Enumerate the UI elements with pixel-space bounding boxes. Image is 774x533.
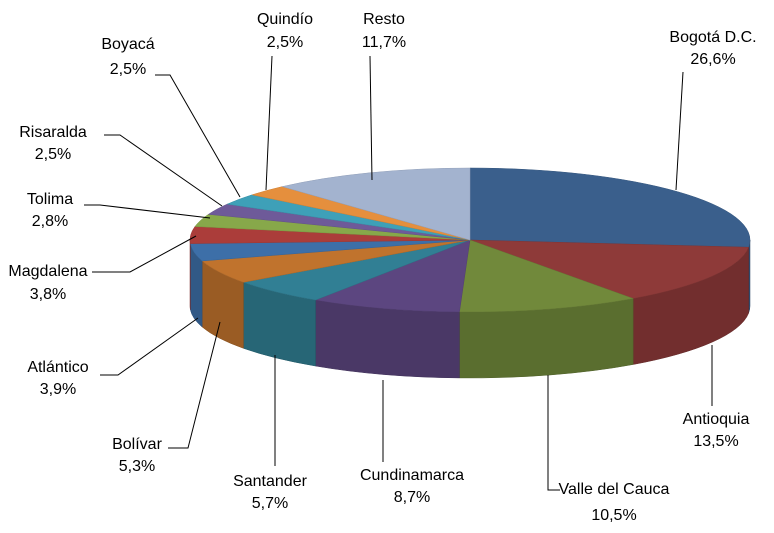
value-label: 2,5%: [110, 61, 146, 78]
leader-line: [84, 204, 211, 219]
value-label: 13,5%: [693, 433, 738, 450]
slice: [282, 167, 471, 241]
leader-line: [104, 134, 223, 207]
labels: Bogotá D.C. 26,6% Antioquia 13,5% Valle del …: [8, 11, 756, 524]
category-label: Cundinamarca: [360, 467, 464, 484]
slice: [459, 239, 635, 313]
category-label: Magdalena: [8, 263, 87, 280]
leader-line: [100, 317, 199, 376]
category-label: Valle del Cauca: [559, 481, 670, 498]
category-label: Antioquia: [683, 411, 750, 428]
value-label: 3,9%: [40, 381, 76, 398]
category-label: Boyacá: [101, 36, 154, 53]
value-label: 2,5%: [267, 34, 303, 51]
category-label: Bolívar: [112, 436, 162, 453]
tops: [189, 167, 751, 313]
leader-line: [92, 235, 197, 273]
value-label: 11,7%: [362, 34, 406, 51]
value-label: 26,6%: [690, 51, 735, 68]
value-label: 2,8%: [32, 213, 68, 230]
category-label: Santander: [233, 473, 308, 490]
leader-line: [547, 375, 560, 491]
value-label: 5,7%: [252, 495, 288, 512]
category-label: Atlántico: [27, 359, 88, 376]
category-label: Bogotá D.C.: [669, 29, 756, 46]
value-label: 3,8%: [30, 286, 66, 303]
leader-line: [155, 74, 241, 198]
category-label: Quindío: [257, 11, 313, 28]
leader-line: [168, 321, 221, 449]
slice: [314, 239, 471, 313]
value-label: 10,5%: [591, 507, 636, 524]
slice: [469, 239, 749, 299]
leader-line: [369, 55, 373, 181]
value-label: 8,7%: [394, 489, 430, 506]
leader-line: [675, 71, 684, 191]
slice: [469, 167, 751, 248]
category-label: Tolima: [27, 191, 73, 208]
value-label: 2,5%: [35, 146, 71, 163]
value-label: 5,3%: [119, 458, 155, 475]
category-label: Resto: [363, 11, 405, 28]
walls: [189, 239, 751, 379]
leader-line: [265, 55, 273, 191]
category-label: Risaralda: [19, 124, 87, 141]
